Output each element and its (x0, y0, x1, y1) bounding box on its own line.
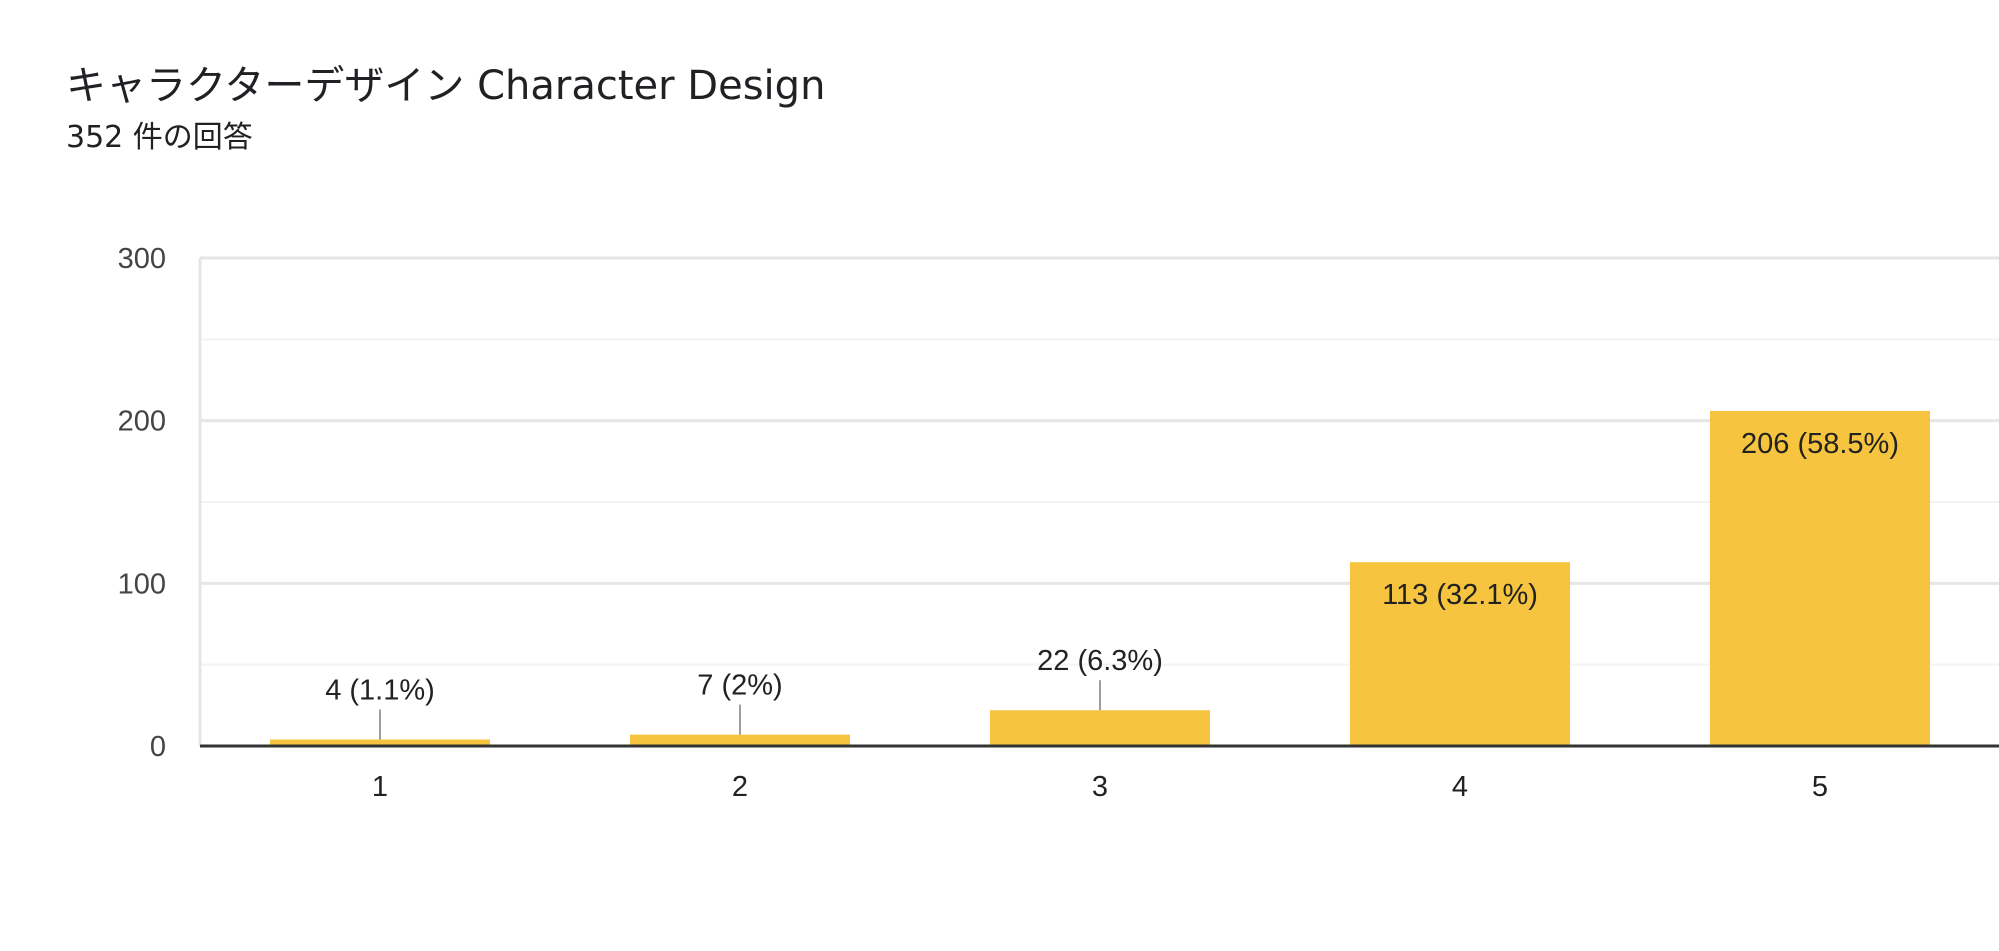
bar-3 (990, 710, 1210, 746)
bar-4 (1350, 562, 1570, 746)
bar-5 (1710, 410, 1930, 746)
y-tick-label: 200 (118, 406, 166, 438)
response-count: 352 件の回答 (66, 120, 253, 155)
data-label: 4 (1.1%) (325, 674, 435, 706)
chart-header: キャラクターデザイン Character Design 352 件の回答 (66, 62, 825, 156)
bar-2 (630, 734, 850, 746)
x-tick-label: 4 (1452, 771, 1468, 803)
x-tick-label: 3 (1092, 771, 1108, 803)
x-tick-label: 5 (1812, 771, 1828, 803)
bar-1 (270, 739, 490, 746)
y-tick-label: 300 (118, 243, 166, 275)
data-label: 206 (58.5%) (1741, 428, 1899, 460)
x-tick-label: 2 (732, 771, 748, 803)
y-tick-label: 0 (150, 731, 166, 763)
data-label: 22 (6.3%) (1037, 645, 1163, 677)
y-tick-label: 100 (118, 568, 166, 600)
chart-title: キャラクターデザイン Character Design (66, 63, 826, 109)
x-tick-label: 1 (372, 771, 388, 803)
data-label: 7 (2%) (697, 670, 782, 702)
data-label: 113 (32.1%) (1382, 579, 1538, 611)
